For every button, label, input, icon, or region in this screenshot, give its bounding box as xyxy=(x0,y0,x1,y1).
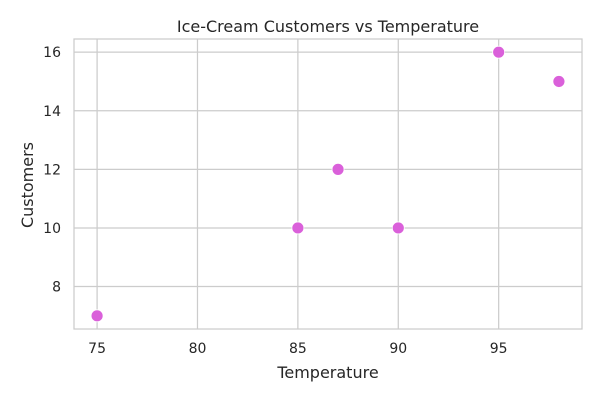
data-point xyxy=(291,221,305,235)
x-axis-label: Temperature xyxy=(276,363,378,382)
y-tick-label: 8 xyxy=(52,280,61,296)
y-tick-label: 10 xyxy=(43,221,61,237)
data-point xyxy=(331,162,345,176)
chart-title: Ice-Cream Customers vs Temperature xyxy=(177,17,479,36)
x-tick-label: 95 xyxy=(490,341,508,357)
grid-layer xyxy=(74,39,582,329)
y-tick-label: 16 xyxy=(43,45,61,61)
plot-frame xyxy=(73,38,583,330)
y-axis-label: Customers xyxy=(18,142,37,228)
x-tick-label: 85 xyxy=(289,341,307,357)
data-point xyxy=(90,309,104,323)
x-tick-label: 90 xyxy=(389,341,407,357)
tick-layer: 75 80 85 90 95 8 10 12 14 16 xyxy=(43,45,507,357)
point-layer xyxy=(90,45,566,323)
y-tick-label: 14 xyxy=(43,104,61,120)
data-point xyxy=(492,45,506,59)
data-point xyxy=(552,75,566,88)
x-tick-label: 80 xyxy=(189,341,207,357)
y-tick-label: 12 xyxy=(43,162,61,178)
x-tick-label: 75 xyxy=(88,341,106,357)
data-point xyxy=(391,221,405,235)
